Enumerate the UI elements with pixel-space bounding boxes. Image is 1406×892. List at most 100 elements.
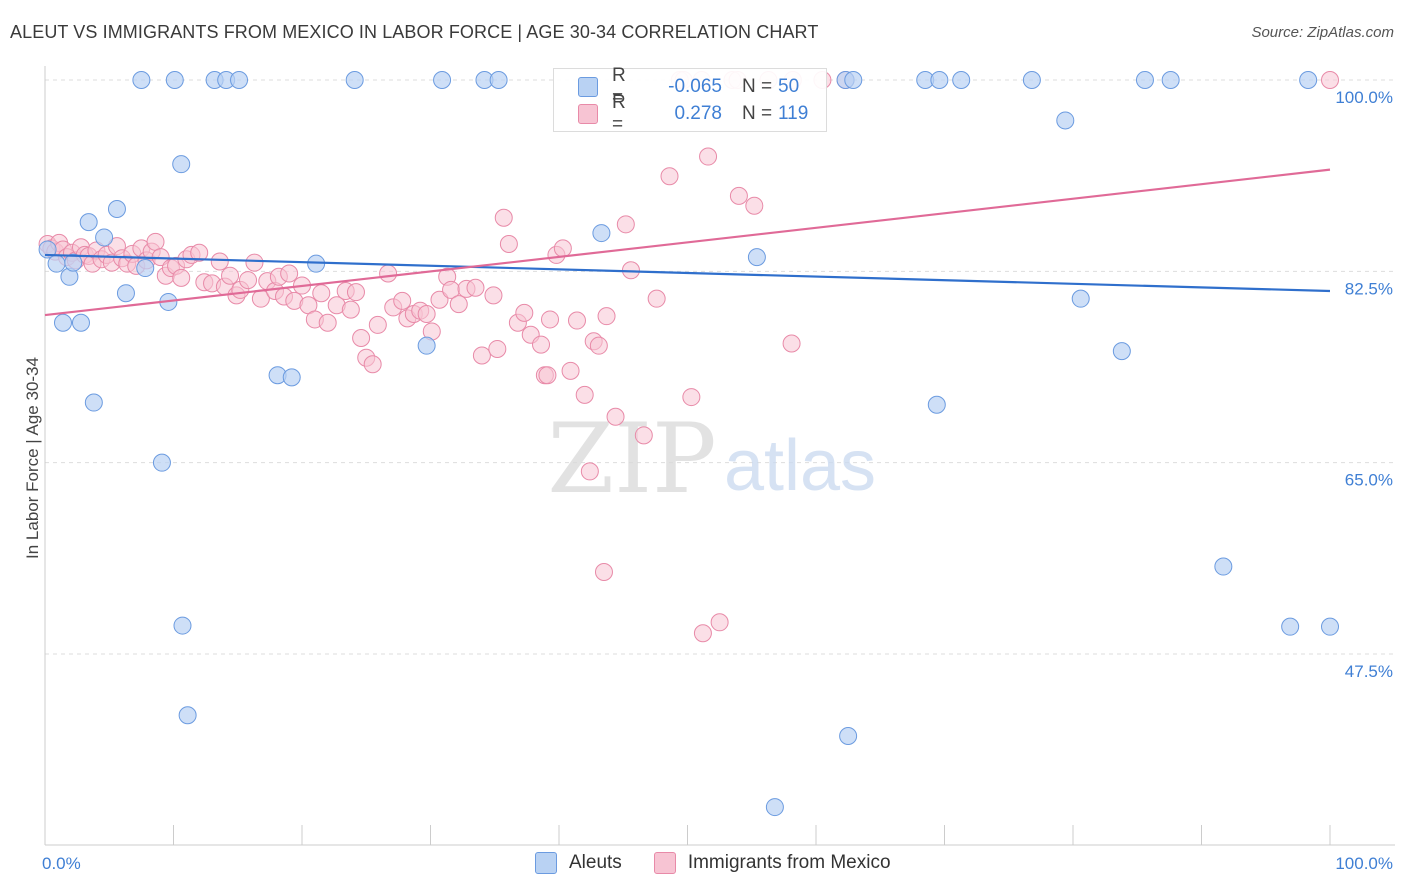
aleut-point [38,240,57,259]
mexico-point [352,329,371,348]
legend-n-value: 50 [778,76,800,97]
mexico-point [341,300,360,319]
legend-r-value: -0.065 [668,76,722,97]
aleut-point [930,71,949,89]
aleut-point [47,254,66,273]
chart-title: ALEUT VS IMMIGRANTS FROM MEXICO IN LABOR… [10,22,819,42]
mexico-point [393,291,412,310]
mexico-point [515,303,534,322]
mexico-point [363,355,382,374]
aleut-point [1214,557,1233,576]
mexico-point [466,278,485,297]
aleut-point [116,284,135,303]
aleut-point [927,395,946,414]
aleut-point [1161,71,1180,89]
mexico-point [190,243,209,262]
aleut-point [1281,617,1300,636]
aleut-point [178,706,197,725]
series-mexico-points [38,71,1339,643]
y-tick-label: 47.5% [1345,662,1393,681]
aleut-point [1112,342,1131,361]
mexico-point [561,361,580,380]
legend-item-aleuts[interactable]: Aleuts [535,852,622,874]
mexico-point [634,426,653,445]
mexico-point [693,624,712,643]
legend-label-aleuts: Aleuts [569,852,622,873]
trend-lines [44,168,1331,317]
mexico-point [541,310,560,329]
aleut-point [282,368,301,387]
aleut-point [592,224,611,243]
mexico-point [472,346,491,365]
mexico-point [699,147,718,166]
aleut-point [230,71,249,89]
y-tick-label: 100.0% [1335,88,1393,107]
gridlines [45,79,1395,655]
correlation-legend: R = -0.065 N = 50 R = 0.278 N = 119 [553,65,827,135]
watermark: ZIP atlas [547,403,876,515]
aleut-point [489,71,508,89]
mexico-point [379,264,398,283]
mexico-point [567,311,586,330]
aleut-point [79,213,98,232]
mexico-point [597,307,616,326]
aleut-trend-line [44,253,1331,293]
mexico-point [210,252,229,271]
axes [44,66,1395,846]
tick-labels: 47.5% 65.0% 82.5% 100.0% 0.0% 100.0% [42,88,1393,873]
mexico-point [660,167,679,186]
mexico-point [647,289,666,308]
mexico-point [488,339,507,358]
legend-r-label: R = [612,92,626,135]
aleut-point [1299,71,1318,89]
mexico-point [368,315,387,334]
aleut-point [95,228,114,247]
aleut-point [765,798,784,817]
aleut-swatch [578,77,598,97]
mexico-swatch [653,852,676,874]
legend-n-label: N = [742,103,773,124]
mexico-trend-line [44,168,1331,317]
mexico-swatch [578,104,598,124]
y-tick-label: 65.0% [1345,471,1393,490]
mexico-point [312,284,331,303]
aleut-point [747,248,766,267]
mexico-point [606,407,625,426]
legend-item-mexico[interactable]: Immigrants from Mexico [653,852,891,874]
aleut-point [844,71,863,89]
mexico-point [417,304,436,323]
legend-n-label: N = [742,76,773,97]
mexico-point [729,186,748,205]
mexico-point [484,286,503,305]
mexico-point [146,232,165,251]
mexico-point [580,462,599,481]
mexico-point [449,295,468,314]
aleut-point [1056,111,1075,130]
mexico-point [710,613,729,632]
aleut-point [71,313,90,332]
series-aleut-points [38,71,1339,817]
aleut-point [107,200,126,219]
mexico-point [594,563,613,581]
legend-r-label: R = [612,65,626,108]
aleut-point [84,393,103,412]
mexico-point [245,253,264,272]
mexico-point [318,313,337,332]
mexico-point [499,235,518,253]
aleut-point [1022,71,1041,89]
mexico-point [553,239,572,258]
watermark-zip: ZIP [547,403,716,515]
legend-row-mexico: R = 0.278 N = 119 [578,92,808,135]
mexico-point [346,283,365,302]
aleut-point [172,155,191,174]
legend-label-mexico: Immigrants from Mexico [687,852,891,873]
aleut-point [53,313,72,332]
aleut-point [152,453,171,472]
aleut-point [417,336,436,355]
mexico-point [280,264,299,283]
x-tick-label: 100.0% [1335,854,1393,873]
aleut-point [1071,289,1090,308]
aleut-point [132,71,151,89]
watermark-atlas: atlas [724,426,876,506]
aleut-point [1135,71,1154,89]
